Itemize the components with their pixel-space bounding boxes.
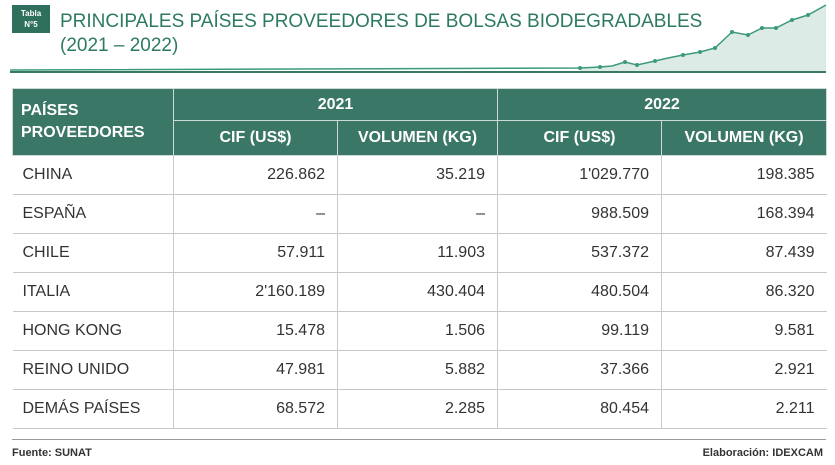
title-block: PRINCIPALES PAÍSES PROVEEDORES DE BOLSAS… <box>60 10 702 58</box>
cell: 68.572 <box>173 389 338 429</box>
table-row: CHINA 226.862 35.219 1'029.770 198.385 <box>12 155 827 195</box>
year-header: 2021 <box>173 88 498 121</box>
country: ITALIA <box>12 272 174 312</box>
cell: 99.119 <box>497 311 662 351</box>
tag-number: N°5 <box>24 20 38 29</box>
cell: – <box>173 194 338 234</box>
tag-word: Tabla <box>20 9 42 18</box>
table-row: DEMÁS PAÍSES 68.572 2.285 80.454 2.211 <box>12 389 827 429</box>
country: ESPAÑA <box>12 194 174 234</box>
footer-rule <box>12 439 826 440</box>
deco-line <box>9 4 827 71</box>
title: PRINCIPALES PAÍSES PROVEEDORES DE BOLSAS… <box>60 11 703 32</box>
column-header: CIF (US$) <box>173 120 338 156</box>
country: DEMÁS PAÍSES <box>12 389 174 429</box>
cell: 2.211 <box>661 389 827 429</box>
cell: 1.506 <box>337 311 498 351</box>
table: PAÍSES PROVEEDORES 2021 2022 CIF (US$) VOLU… <box>12 88 827 429</box>
cell: 1'029.770 <box>497 155 662 195</box>
cell: 37.366 <box>497 350 662 390</box>
cell: 430.404 <box>337 272 498 312</box>
country: CHINA <box>12 155 174 195</box>
cell: 15.478 <box>173 311 338 351</box>
table-row: ESPAÑA – –988.509 168.394 <box>12 194 827 234</box>
subtitle: (2021 – 2022) <box>60 35 179 56</box>
country: REINO UNIDO <box>12 350 174 390</box>
cell: 2.921 <box>661 350 827 390</box>
column-header: VOLUMEN (KG) <box>337 120 498 156</box>
cell: 11.903 <box>337 233 498 273</box>
year-header: 2022 <box>497 88 827 121</box>
cell: 47.981 <box>173 350 338 390</box>
cell: 537.372 <box>497 233 662 273</box>
cell: 80.454 <box>497 389 662 429</box>
column-header: CIF (US$) <box>497 120 662 156</box>
cell: 2.285 <box>337 389 498 429</box>
cell: 35.219 <box>337 155 498 195</box>
deco-dots <box>578 13 810 70</box>
country: HONG KONG <box>12 311 174 351</box>
cell: 198.385 <box>661 155 827 195</box>
cell: – <box>337 194 498 234</box>
corner-header: PAÍSES PROVEEDORES <box>12 88 174 156</box>
cell: 480.504 <box>497 272 662 312</box>
cell: 87.439 <box>661 233 827 273</box>
table-row: REINO UNIDO 47.981 5.882 37.366 2.921 <box>12 350 827 390</box>
cell: 2'160.189 <box>173 272 338 312</box>
table-row: CHILE 57.911 11.903 537.372 87.439 <box>12 233 827 273</box>
credit: Elaboración: IDEXCAM <box>702 447 823 459</box>
column-header: VOLUMEN (KG) <box>661 120 827 156</box>
table-row: ITALIA 2'160.189 430.404 480.504 86.320 <box>12 272 827 312</box>
decorative-line <box>9 4 827 73</box>
table-row: HONG KONG 15.478 1.506 99.119 9.581 <box>12 311 827 351</box>
cell: 86.320 <box>661 272 827 312</box>
cell: 168.394 <box>661 194 827 234</box>
cell: 226.862 <box>173 155 338 195</box>
country: CHILE <box>12 233 174 273</box>
cell: 9.581 <box>661 311 827 351</box>
table-tag: Tabla N°5 <box>12 5 50 33</box>
deco-area <box>580 5 826 72</box>
cell: 988.509 <box>497 194 662 234</box>
source: Fuente: SUNAT <box>12 447 92 459</box>
cell: 5.882 <box>337 350 498 390</box>
cell: 57.911 <box>173 233 338 273</box>
